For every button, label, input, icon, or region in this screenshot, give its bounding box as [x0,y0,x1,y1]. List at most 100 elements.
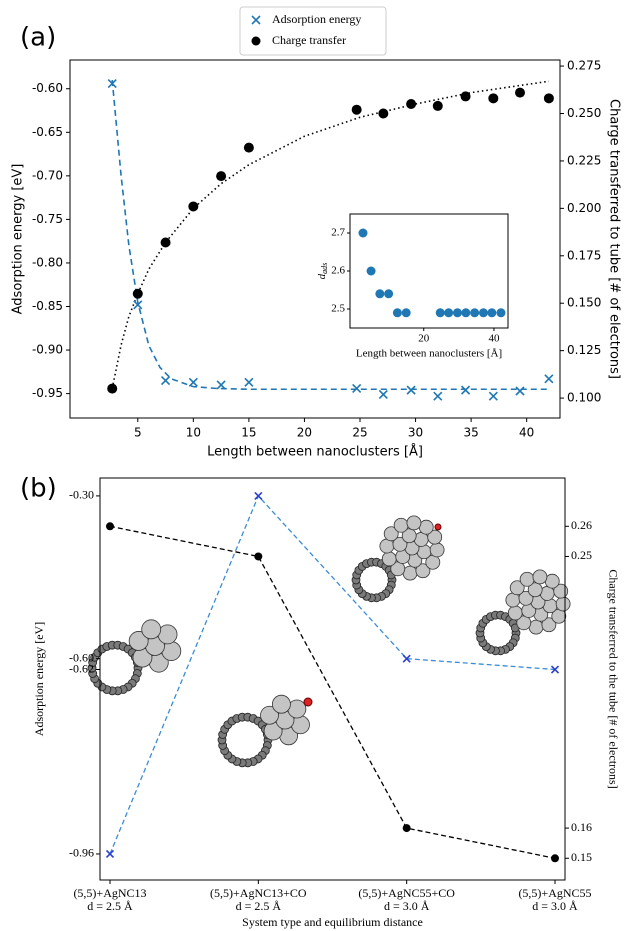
inset-x-tick-label: 20 [418,333,430,345]
y2-axis-label: Charge transferred to the tube [# of ele… [606,569,620,788]
y2-tick-label: 0.150 [567,296,601,310]
inset-point [392,308,402,318]
data-point [105,849,115,859]
data-point [107,383,118,394]
y2-tick-label: 0.100 [567,391,601,405]
cluster-atom [555,596,571,612]
panel-a: (a) 5 10 15 20 25 30 35 40 -0.60 -0.65 -0.70 -0.75 -0… [11,6,622,460]
y-tick-label: -0.95 [32,386,63,400]
inset-point [487,308,497,318]
y-tick-label: -0.60 [69,650,94,664]
data-point [133,300,143,310]
x-tick-label: 20 [297,426,312,440]
cluster-atom [383,526,399,542]
data-point [402,824,411,833]
data-point [543,93,554,104]
x-tick-label: (5,5)+AgNC55+CO [358,886,455,900]
cluster-atom [392,536,408,552]
x-tick-sublabel: d = 2.5 Å [87,899,133,913]
data-point [432,100,443,111]
y-tick-label: -0.75 [32,212,63,226]
data-point [352,383,362,393]
legend-marker [251,36,261,46]
data-point [406,99,417,110]
x-tick-label: 25 [352,426,367,440]
cluster-atom [415,563,431,579]
y2-axis-label: Charge transferred to tube [# of electro… [607,99,622,379]
inset: 20 40 2.5 2.6 2.7 Length between nanoclusters… [316,213,509,360]
co-atom [434,523,442,531]
data-point [216,380,226,390]
cluster-atom [406,515,422,531]
y-tick-label: -0.70 [32,168,63,182]
inset-point [435,308,445,318]
inset-point [401,308,411,318]
cluster-atom [141,619,162,640]
cluster-atom [505,592,521,608]
data-point [460,385,471,395]
panel-label: (a) [20,23,56,53]
inset-point [478,308,488,318]
inset-y-axis-label-main: d [316,273,328,279]
legend-label: Adsorption energy [272,12,361,26]
legend-marker [251,15,261,25]
data-point [216,171,227,182]
cluster-atom [393,517,409,533]
y2-tick-label: 0.25 [571,548,592,562]
cluster-atom [128,631,149,651]
data-point [433,391,443,401]
inset-x-axis-label: Length between nanoclusters [Å] [356,348,502,360]
y-tick-label: -0.85 [32,299,63,313]
inset-point [444,308,454,318]
x-tick-label: 30 [408,426,423,440]
data-point [188,201,199,212]
legend-frame [239,6,387,56]
inset-point [496,308,506,318]
x-axis-label: Length between nanoclusters [Å] [207,444,423,460]
cluster-atom [379,538,395,554]
y2-tick-label: 0.125 [567,343,601,357]
cluster-atom [518,590,534,606]
x-tick-label: 5 [134,426,142,440]
data-point [406,385,416,395]
x-tick-sublabel: d = 3.0 Å [532,899,578,913]
cluster-atom [519,571,535,587]
x-tick-label: (5,5)+AgNC13 [73,886,146,900]
panel-b: (b) -0.30 -0.60-0.62 -0.96 0.26 0.25 0.16 0.15 (… [20,474,620,929]
y-tick-label: -0.90 [32,343,63,357]
y2-tick-label: 0.250 [567,106,601,120]
cluster-atom [402,565,418,581]
inset-y-tick-label: 2.6 [331,265,345,277]
cluster-atom [544,573,560,589]
panel-label: (b) [20,474,57,504]
cluster-atom [509,580,525,596]
y2-tick-label: 0.225 [567,153,601,167]
y-tick-label: -0.65 [32,125,63,139]
y-tick-label: -0.30 [69,488,94,502]
x-tick-label: (5,5)+AgNC55 [518,886,591,900]
y2-tick-label: 0.175 [567,248,601,262]
plot-frame [69,59,561,419]
inset-point [366,266,376,276]
cluster-atom [429,542,445,558]
data-point [132,288,143,299]
data-point [550,665,560,674]
data-point [351,104,362,115]
x-axis-label: System type and equilibrium distance [242,915,423,929]
series-line [109,525,556,859]
data-point [515,87,525,98]
data-point [488,391,498,401]
x-tick-sublabel: d = 3.0 Å [384,899,430,913]
molecule-illustrations [87,515,571,768]
cluster-atom [418,519,434,535]
data-point [515,386,525,396]
y-axis-label: Adsorption energy [eV] [11,164,26,315]
data-point [106,522,114,531]
data-point [551,854,559,863]
data-point [254,491,263,500]
y-tick-label: -0.80 [32,255,63,269]
data-point [460,91,471,102]
cluster-atom [427,529,443,545]
